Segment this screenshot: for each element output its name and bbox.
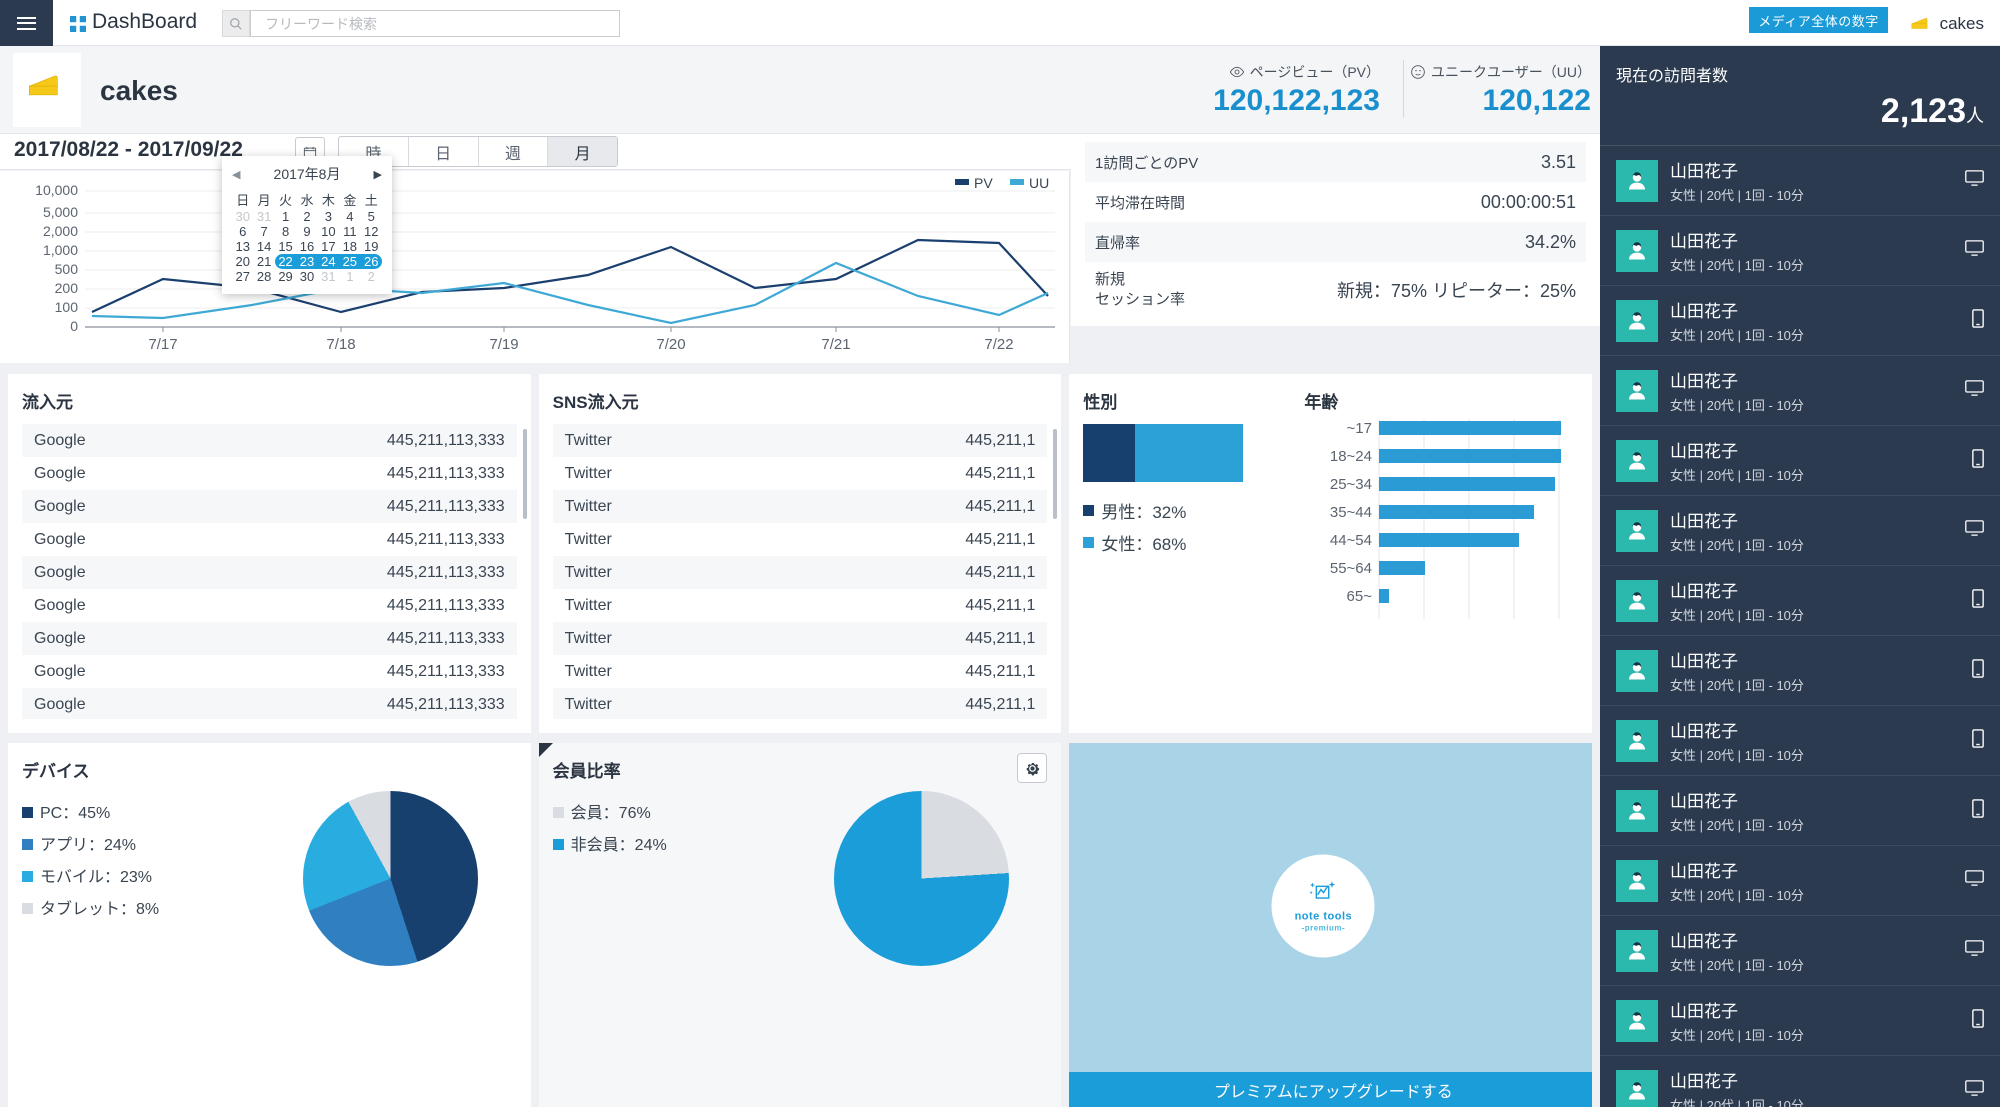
svg-text:7/22: 7/22 [984,336,1013,353]
svg-text:7/19: 7/19 [489,336,518,353]
svg-text:100: 100 [55,299,79,315]
svg-text:35~44: 35~44 [1330,504,1372,521]
svg-text:PV: PV [974,175,993,191]
svg-text:200: 200 [55,280,79,296]
svg-text:7/20: 7/20 [656,336,685,353]
svg-text:500: 500 [55,261,79,277]
svg-text:65~: 65~ [1347,588,1373,605]
svg-text:7/18: 7/18 [326,336,355,353]
svg-text:1,000: 1,000 [43,242,78,258]
svg-text:10,000: 10,000 [35,182,78,198]
svg-text:7/21: 7/21 [821,336,850,353]
svg-text:18~24: 18~24 [1330,448,1372,465]
svg-text:5,000: 5,000 [43,204,78,220]
svg-text:2,000: 2,000 [43,223,78,239]
svg-text:55~64: 55~64 [1330,560,1372,577]
svg-text:7/17: 7/17 [148,336,177,353]
svg-text:44~54: 44~54 [1330,532,1372,549]
svg-text:UU: UU [1029,175,1049,191]
svg-text:~17: ~17 [1347,420,1372,437]
svg-text:0: 0 [70,318,78,334]
svg-text:25~34: 25~34 [1330,476,1372,493]
